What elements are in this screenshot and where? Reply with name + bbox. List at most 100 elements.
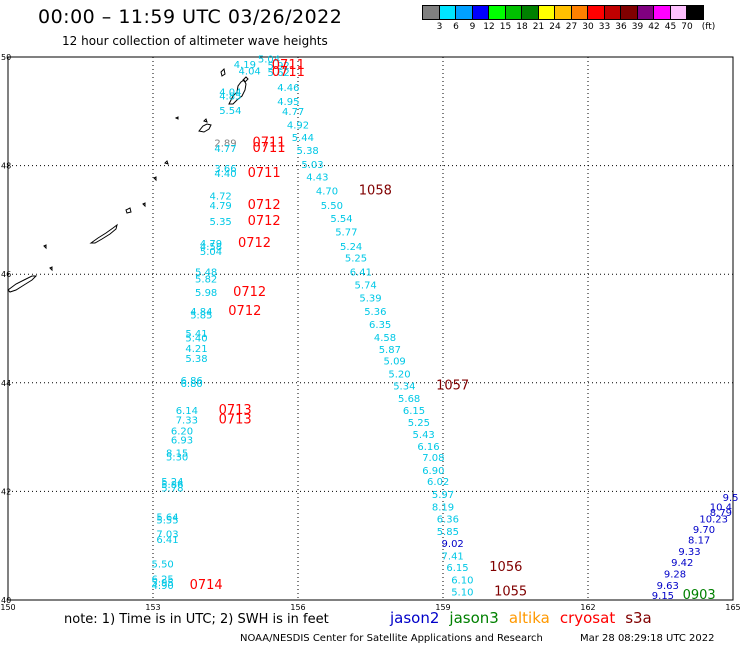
swh-value: 7.33 (176, 416, 198, 427)
island-small-9 (43, 244, 47, 250)
swh-value: 4.58 (374, 333, 396, 344)
pass-time-label: 0711 (272, 58, 305, 73)
swh-value: 6.41 (350, 267, 372, 278)
island-small-3 (203, 118, 208, 123)
swh-labels: 5.044.19 5.924.04 5.624.464.044.85 4.955.54… (152, 54, 739, 601)
swh-value: 5.30 (166, 452, 188, 463)
pass-time-label: 0712 (233, 285, 266, 300)
swh-value: 3.66 (214, 164, 236, 175)
swh-value: 4.77 (282, 107, 304, 118)
swh-value: 6.90 (422, 466, 444, 477)
map-frame (7, 56, 734, 601)
coastline (7, 67, 249, 293)
swh-value: 5.10 (451, 588, 473, 599)
swh-value: 5.20 (388, 369, 410, 380)
units-note: note: 1) Time is in UTC; 2) SWH is in fe… (64, 612, 329, 627)
legend-label: 39 (631, 22, 644, 32)
swh-value: 6.10 (451, 576, 473, 587)
swh-value: 4.19 (234, 60, 256, 71)
swh-value: 9.02 (442, 539, 464, 550)
legend-swatch (570, 5, 588, 20)
swh-value: 4.40 (214, 169, 236, 180)
swh-value: 10.23 (699, 514, 728, 525)
lon-tick-label: 153 (145, 603, 160, 612)
swh-value: 5.62 (268, 68, 290, 79)
swh-value: 5.34 (393, 381, 415, 392)
swh-value: 5.38 (185, 354, 207, 365)
pass-time-label: 0711 (252, 136, 285, 151)
swh-value: 7.08 (422, 453, 444, 464)
swh-value: 5.40 (185, 334, 207, 345)
swh-value: 9.28 (664, 570, 686, 581)
swh-value: 5.68 (398, 394, 420, 405)
swh-value: 9.63 (657, 581, 679, 592)
swh-value: 9.5 (723, 493, 739, 504)
swh-value: 9.70 (693, 525, 715, 536)
swh-value: 9.33 (678, 547, 700, 558)
swh-value: 5.92 (268, 61, 290, 72)
swh-value: 4.70 (316, 186, 338, 197)
swh-value: 5.39 (359, 293, 381, 304)
pass-time-label: 1056 (489, 560, 522, 575)
swh-value: 5.24 (340, 242, 362, 253)
pass-time-label: 1057 (436, 378, 469, 393)
swh-value: 6.80 (181, 379, 203, 390)
swh-value: 7.41 (442, 551, 464, 562)
lat-tick-label: 46 (1, 270, 11, 279)
swh-value: 5.44 (292, 133, 314, 144)
island-small-1 (220, 67, 226, 77)
swh-value: 5.43 (413, 430, 435, 441)
swh-value: 4.43 (306, 172, 328, 183)
swh-value: 6.25 (152, 575, 174, 586)
swh-value: 5.85 (190, 311, 212, 322)
swh-value: 6.41 (156, 535, 178, 546)
swh-value: 5.04 (200, 247, 222, 258)
legend-label: 21 (532, 22, 545, 32)
lat-tick-label: 50 (1, 53, 11, 62)
credit-line: NOAA/NESDIS Center for Satellite Applica… (240, 633, 543, 644)
swh-value: 4.79 (210, 201, 232, 212)
legend-swatch (471, 5, 489, 20)
island-small-8 (125, 207, 132, 214)
legend-label: 15 (499, 22, 512, 32)
swh-value: 6.86 (181, 376, 203, 387)
swh-value: 5.54 (330, 214, 352, 225)
swh-value: 6.15 (403, 406, 425, 417)
island-small-6 (153, 176, 157, 182)
swh-value: 5.41 (185, 329, 207, 340)
swh-value: 6.36 (437, 514, 459, 525)
pass-time-label: 0903 (683, 588, 716, 603)
swh-value: 9.42 (671, 558, 693, 569)
swh-value: 4.85 (219, 91, 241, 102)
satellite-s3a: s3a (625, 609, 652, 627)
swh-value: 5.87 (379, 345, 401, 356)
legend-swatch (521, 5, 539, 20)
swh-value: 9.15 (652, 591, 674, 602)
swh-value: 4.90 (152, 581, 174, 592)
satellite-legend: jason2 jason3 altika cryosat s3a (390, 609, 662, 627)
swh-value: 5.78 (161, 483, 183, 494)
lat-tick-label: 42 (1, 487, 11, 496)
pass-time-label: 1058 (359, 183, 392, 198)
legend-label: 70 (681, 22, 693, 32)
legend-label: 12 (483, 22, 495, 32)
swh-value: 5.64 (156, 513, 178, 524)
pass-time-label: 0713 (219, 403, 252, 418)
legend-label: 9 (469, 22, 476, 32)
time-labels: 0711071107110711071110580712071207120712… (190, 58, 716, 603)
swh-value: 4.79 (200, 239, 222, 250)
satellite-jason3: jason3 (449, 609, 499, 627)
island-small-7 (142, 202, 146, 208)
swh-value: 6.20 (171, 426, 193, 437)
island-small-5 (164, 160, 169, 165)
legend-swatch (422, 5, 440, 20)
legend-swatch (603, 5, 621, 20)
pass-time-label: 0712 (228, 304, 261, 319)
swh-value: 4.58 (200, 242, 222, 253)
pass-time-label: 0713 (219, 413, 252, 428)
lat-tick-label: 40 (1, 596, 11, 605)
legend-label: 45 (664, 22, 677, 32)
lat-lon-grid: 150 153 156 159 162 165 50 48 46 44 42 40 (0, 53, 740, 612)
swh-value: 5.86 (161, 480, 183, 491)
